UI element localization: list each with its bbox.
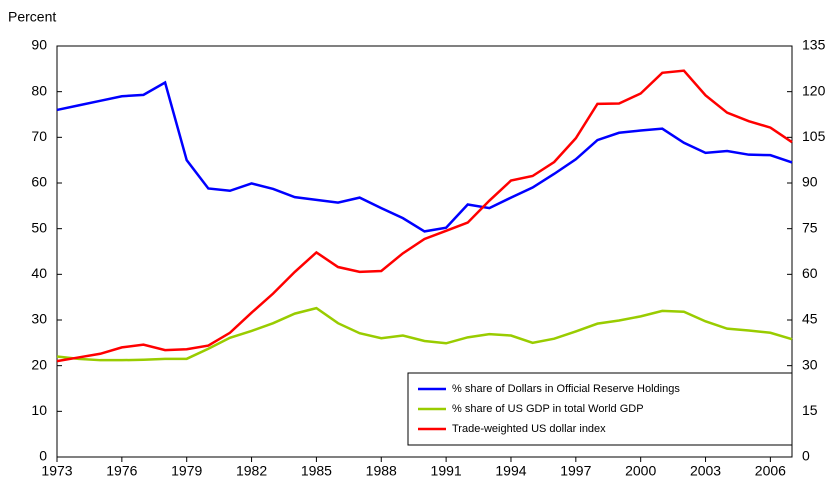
x-tick-label: 1985 [301,463,332,479]
x-tick-label: 1976 [106,463,137,479]
y2-tick-label: 90 [802,174,818,190]
y2-tick-label: 30 [802,356,818,372]
series-line [56,306,793,362]
y-tick-label: 90 [31,37,47,53]
y-tick-label: 0 [39,448,47,464]
y2-tick-label: 135 [802,37,826,53]
x-tick-label: 1988 [366,463,397,479]
y-tick-label: 40 [31,265,47,281]
y-tick-label: 30 [31,311,47,327]
y2-tick-label: 45 [802,311,818,327]
y-axis-label: Percent [8,9,56,25]
y2-tick-label: 60 [802,265,818,281]
x-tick-label: 1991 [431,463,462,479]
legend-box [407,372,793,446]
plot-frame [56,45,793,458]
y2-tick-label: 75 [802,219,818,235]
legend-label: % share of US GDP in total World GDP [452,403,644,415]
x-tick-label: 2000 [625,463,656,479]
y2-tick-label: 105 [802,128,826,144]
series-line [56,69,793,363]
series-line [56,80,793,233]
y-tick-label: 50 [31,219,47,235]
x-tick-label: 1994 [495,463,526,479]
legend: % share of Dollars in Official Reserve H… [407,372,793,446]
y-tick-label: 60 [31,174,47,190]
y-tick-label: 10 [31,402,47,418]
x-tick-label: 1982 [236,463,267,479]
x-tick-label: 2006 [755,463,786,479]
legend-label: Trade-weighted US dollar index [452,423,606,435]
x-tick-label: 1997 [560,463,591,479]
x-tick-label: 1973 [41,463,72,479]
y-tick-label: 70 [31,128,47,144]
legend-label: % share of Dollars in Official Reserve H… [452,383,680,395]
y2-tick-label: 15 [802,402,818,418]
y-tick-label: 20 [31,356,47,372]
x-tick-label: 2003 [690,463,721,479]
x-tick-label: 1979 [171,463,202,479]
y-tick-label: 80 [31,82,47,98]
y2-tick-label: 0 [802,448,810,464]
y2-tick-label: 120 [802,82,826,98]
